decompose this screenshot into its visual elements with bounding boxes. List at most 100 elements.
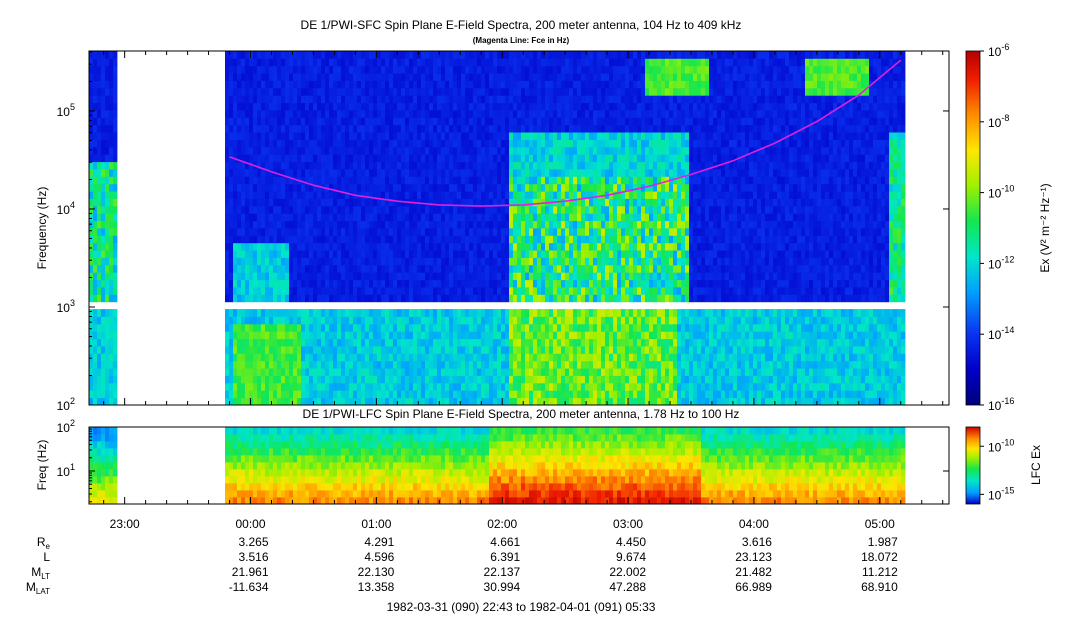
sfc-cell	[485, 80, 490, 89]
sfc-cell	[429, 213, 434, 222]
sfc-cell	[413, 272, 418, 281]
sfc-cell	[465, 51, 470, 59]
sfc-cell	[409, 397, 414, 406]
sfc-cell	[553, 375, 558, 384]
sfc-cell	[425, 257, 430, 266]
sfc-cell	[253, 323, 258, 332]
sfc-cell	[609, 331, 614, 340]
sfc-cell	[445, 95, 450, 104]
sfc-cell	[93, 294, 98, 303]
sfc-cell	[489, 198, 494, 207]
sfc-cell	[445, 191, 450, 199]
sfc-cell	[469, 132, 474, 140]
sfc-cell	[577, 287, 582, 295]
sfc-cell	[577, 87, 582, 96]
sfc-cell	[89, 250, 94, 258]
sfc-cell	[305, 139, 310, 148]
sfc-cell	[549, 360, 554, 369]
sfc-cell	[257, 132, 262, 140]
sfc-cell	[365, 397, 370, 406]
sfc-cell	[465, 95, 470, 104]
sfc-cell	[529, 220, 534, 229]
sfc-cell	[345, 102, 350, 111]
sfc-cell	[337, 257, 342, 266]
sfc-cell	[593, 117, 598, 126]
sfc-cell	[557, 316, 562, 325]
sfc-cell	[333, 353, 338, 362]
sfc-cell	[477, 242, 482, 251]
sfc-cell	[361, 228, 366, 236]
sfc-cell	[609, 220, 614, 229]
sfc-cell	[225, 360, 230, 369]
sfc-cell	[569, 213, 574, 222]
sfc-cell	[253, 382, 258, 391]
sfc-cell	[493, 102, 498, 111]
sfc-cell	[245, 264, 250, 273]
sfc-cell	[561, 272, 566, 281]
sfc-cell	[605, 87, 610, 96]
sfc-cell	[469, 198, 474, 207]
sfc-cell	[585, 198, 590, 207]
sfc-cell	[325, 73, 330, 81]
sfc-cell	[581, 132, 586, 140]
sfc-cell	[517, 397, 522, 406]
sfc-cell	[313, 146, 318, 155]
sfc-cell	[445, 279, 450, 288]
sfc-cell	[329, 117, 334, 126]
sfc-cell	[445, 73, 450, 81]
sfc-cell	[609, 51, 614, 59]
sfc-cell	[113, 95, 118, 104]
sfc-cell	[529, 169, 534, 177]
sfc-cell	[113, 102, 118, 111]
sfc-cell	[409, 146, 414, 155]
sfc-cell	[453, 183, 458, 192]
sfc-cell	[489, 316, 494, 325]
sfc-cell	[417, 80, 422, 89]
sfc-cell	[485, 139, 490, 148]
sfc-cell	[329, 264, 334, 273]
sfc-cell	[505, 316, 510, 325]
sfc-cell	[569, 161, 574, 170]
sfc-cell	[509, 87, 514, 96]
sfc-cell	[241, 213, 246, 222]
sfc-cell	[361, 102, 366, 111]
sfc-cell	[481, 250, 486, 258]
sfc-cell	[445, 360, 450, 369]
sfc-cell	[613, 397, 618, 406]
sfc-cell	[97, 198, 102, 207]
sfc-cell	[277, 117, 282, 126]
sfc-cell	[289, 397, 294, 406]
sfc-cell	[317, 397, 322, 406]
sfc-cell	[101, 95, 106, 104]
sfc-cell	[525, 264, 530, 273]
sfc-cell	[93, 51, 98, 59]
sfc-cell	[109, 205, 114, 214]
sfc-cell	[113, 368, 118, 376]
sfc-cell	[441, 294, 446, 303]
sfc-cell	[565, 146, 570, 155]
sfc-cell	[445, 250, 450, 258]
sfc-cell	[601, 213, 606, 222]
sfc-cell	[237, 390, 242, 399]
sfc-cell	[425, 323, 430, 332]
sfc-cell	[589, 338, 594, 347]
sfc-cell	[429, 316, 434, 325]
sfc-cell	[325, 390, 330, 399]
sfc-cell	[577, 161, 582, 170]
sfc-cell	[237, 73, 242, 81]
sfc-cell	[93, 346, 98, 354]
sfc-cell	[373, 390, 378, 399]
sfc-cell	[361, 390, 366, 399]
sfc-cell	[257, 183, 262, 192]
sfc-cell	[369, 397, 374, 406]
sfc-cell	[593, 176, 598, 185]
sfc-cell	[541, 169, 546, 177]
sfc-cell	[353, 95, 358, 104]
sfc-cell	[381, 257, 386, 266]
sfc-cell	[497, 264, 502, 273]
sfc-cell	[373, 183, 378, 192]
sfc-cell	[377, 353, 382, 362]
sfc-cell	[225, 73, 230, 81]
sfc-cell	[361, 213, 366, 222]
sfc-cell	[237, 257, 242, 266]
